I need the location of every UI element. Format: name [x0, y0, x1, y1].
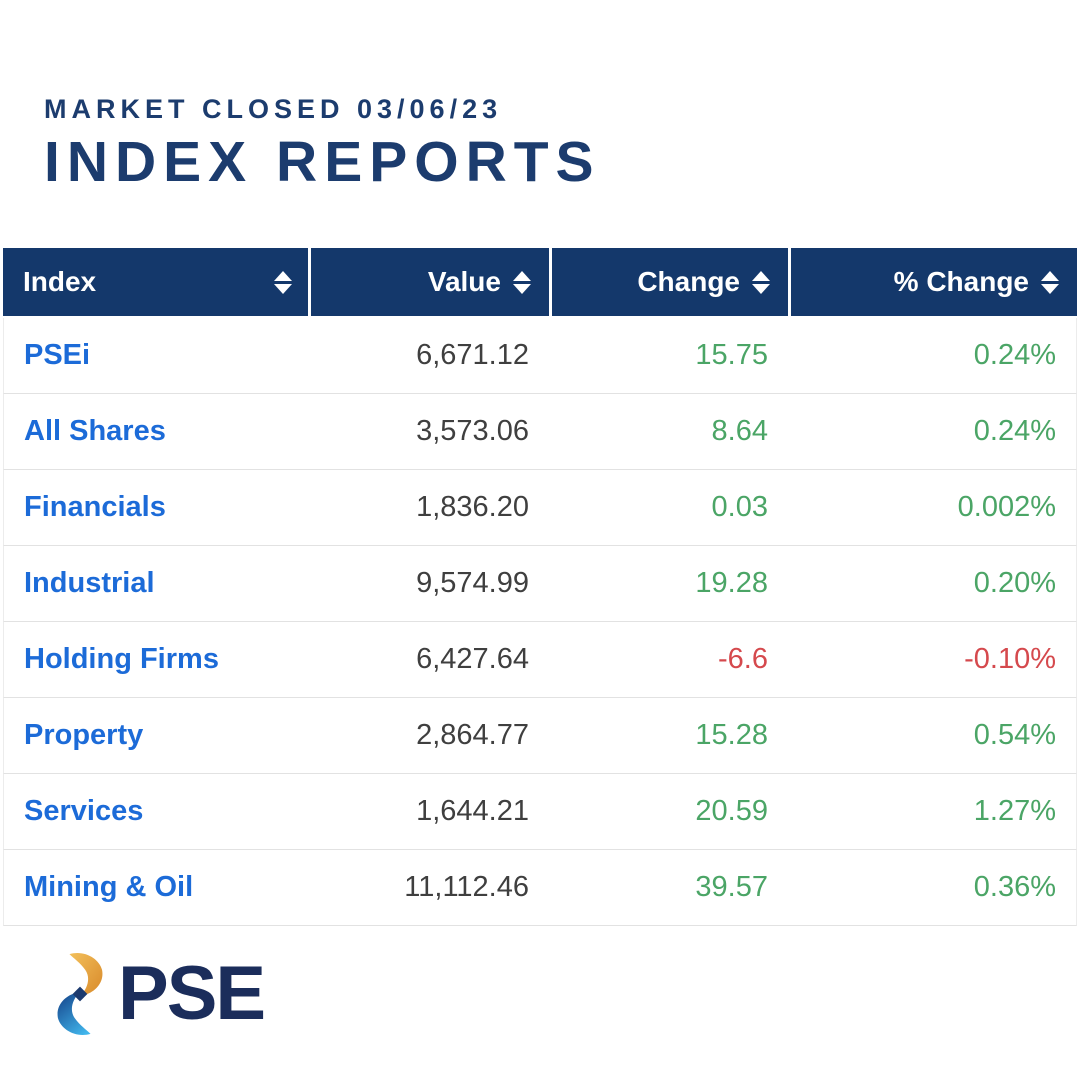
value-cell: 11,112.46	[308, 850, 549, 926]
index-name-cell: Services	[3, 774, 308, 850]
value-cell: 2,864.77	[308, 698, 549, 774]
index-name-cell: Property	[3, 698, 308, 774]
table-row-property: Property 2,864.77 15.28 0.54%	[3, 698, 1077, 774]
index-name-cell: Industrial	[3, 546, 308, 622]
page-title: INDEX REPORTS	[44, 130, 601, 194]
index-table: Index Value Change% Change PSEi 6,671.12 15.…	[3, 248, 1077, 926]
value-cell: 1,644.21	[308, 774, 549, 850]
change-cell: 39.57	[549, 850, 788, 926]
column-label: Change	[637, 266, 740, 297]
pct-change-cell: 0.36%	[788, 850, 1077, 926]
column-label: Index	[23, 266, 97, 297]
value-cell: 6,427.64	[308, 622, 549, 698]
table-header: Index Value Change % Change	[3, 248, 1077, 318]
market-status-label: MARKET CLOSED 03/06/23	[44, 94, 503, 124]
pct-change-cell: 0.002%	[788, 470, 1077, 546]
index-table-container: Index Value Change% Change PSEi 6,671.12 15.…	[3, 248, 1077, 926]
pct-change-cell: 0.20%	[788, 546, 1077, 622]
value-cell: 1,836.20	[308, 470, 549, 546]
index-link-all-shares[interactable]: All Shares	[24, 415, 166, 447]
index-link-psei[interactable]: PSEi	[24, 339, 91, 371]
change-cell: 20.59	[549, 774, 788, 850]
index-link-property[interactable]: Property	[24, 719, 144, 751]
index-name-cell: All Shares	[3, 394, 308, 470]
table-row-mining-oil: Mining & Oil 11,112.46 39.57 0.36%	[3, 850, 1077, 926]
change-cell: 0.03	[549, 470, 788, 546]
column-header-change[interactable]: % Change	[788, 248, 1077, 318]
value-cell: 6,671.12	[308, 318, 549, 394]
pse-logo-text: PSE	[118, 951, 266, 1036]
table-row-all-shares: All Shares 3,573.06 8.64 0.24%	[3, 394, 1077, 470]
page-header: MARKET CLOSED 03/06/23 INDEX REPORTS	[44, 94, 601, 191]
change-cell: 19.28	[549, 546, 788, 622]
sort-icon[interactable]	[752, 270, 770, 294]
pse-swirl-icon	[57, 953, 103, 1035]
column-header-change[interactable]: Change	[549, 248, 788, 318]
pct-change-cell: 0.24%	[788, 394, 1077, 470]
value-cell: 3,573.06	[308, 394, 549, 470]
sort-icon[interactable]	[274, 270, 292, 294]
change-cell: 8.64	[549, 394, 788, 470]
sort-icon[interactable]	[1041, 270, 1059, 294]
index-name-cell: Holding Firms	[3, 622, 308, 698]
pct-change-cell: 0.54%	[788, 698, 1077, 774]
table-row-holding-firms: Holding Firms 6,427.64 -6.6 -0.10%	[3, 622, 1077, 698]
table-row-services: Services 1,644.21 20.59 1.27%	[3, 774, 1077, 850]
column-label: Value	[427, 266, 501, 297]
table-row-psei: PSEi 6,671.12 15.75 0.24%	[3, 318, 1077, 394]
sort-icon[interactable]	[513, 270, 531, 294]
column-header-value[interactable]: Value	[308, 248, 549, 318]
change-cell: 15.75	[549, 318, 788, 394]
index-link-mining-oil[interactable]: Mining & Oil	[24, 871, 194, 903]
index-link-financials[interactable]: Financials	[24, 491, 166, 523]
table-body: PSEi 6,671.12 15.75 0.24% All Shares 3,573.06…	[3, 318, 1077, 926]
index-link-services[interactable]: Services	[24, 795, 144, 827]
column-header-index[interactable]: Index	[3, 248, 308, 318]
index-name-cell: Mining & Oil	[3, 850, 308, 926]
index-name-cell: PSEi	[3, 318, 308, 394]
index-link-holding-firms[interactable]: Holding Firms	[24, 643, 219, 675]
change-cell: -6.6	[549, 622, 788, 698]
pct-change-cell: -0.10%	[788, 622, 1077, 698]
pct-change-cell: 0.24%	[788, 318, 1077, 394]
table-row-industrial: Industrial 9,574.99 19.28 0.20%	[3, 546, 1077, 622]
column-label: % Change	[893, 266, 1029, 297]
pct-change-cell: 1.27%	[788, 774, 1077, 850]
change-cell: 15.28	[549, 698, 788, 774]
value-cell: 9,574.99	[308, 546, 549, 622]
index-link-industrial[interactable]: Industrial	[24, 567, 155, 599]
index-name-cell: Financials	[3, 470, 308, 546]
table-row-financials: Financials 1,836.20 0.03 0.002%	[3, 470, 1077, 546]
pse-logo: PSE	[48, 951, 266, 1036]
